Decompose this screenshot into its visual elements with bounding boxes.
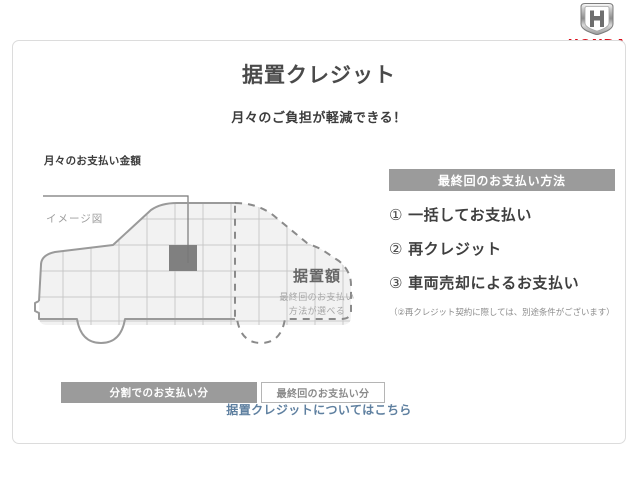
list-item-number: ② xyxy=(389,240,404,258)
final-payment-portion-bar: 最終回のお支払い分 xyxy=(261,382,385,403)
installment-portion-bar: 分割でのお支払い分 xyxy=(61,382,257,403)
list-item: ③ 車両売却によるお支払い xyxy=(389,272,615,293)
final-payment-methods-panel: 最終回のお支払い方法 ① 一括してお支払い ② 再クレジット ③ 車両売却による… xyxy=(389,169,615,318)
honda-h-emblem-icon xyxy=(577,2,617,36)
final-payment-methods-note: （②再クレジット契約に際しては、別途条件がございます） xyxy=(389,308,615,318)
residual-sub-line-1: 最終回のお支払い xyxy=(279,293,355,303)
residual-value-region xyxy=(234,202,352,344)
promo-card: 据置クレジット 月々のご負担が軽減できる！ xyxy=(12,40,626,444)
list-item-label: 車両売却によるお支払い xyxy=(408,274,580,292)
list-item-number: ① xyxy=(389,206,404,224)
page-title: 据置クレジット xyxy=(242,63,396,87)
final-payment-methods-list: ① 一括してお支払い ② 再クレジット ③ 車両売却によるお支払い xyxy=(389,204,615,293)
monthly-payment-cell xyxy=(169,245,197,271)
monthly-payment-callout-label: 月々のお支払い金額 xyxy=(44,155,142,167)
residual-amount-title: 据置額 xyxy=(292,267,341,285)
car-residual-diagram: 月々のお支払い金額 イメージ図 据置額 最終回のお支払い 方法が選べる xyxy=(21,153,391,388)
list-item: ① 一括してお支払い xyxy=(389,204,615,225)
list-item-label: 一括してお支払い xyxy=(408,206,532,224)
list-item: ② 再クレジット xyxy=(389,238,615,259)
residual-amount-subtext: 最終回のお支払い 方法が選べる xyxy=(259,291,375,319)
image-disclaimer-label: イメージ図 xyxy=(46,213,104,225)
page-subtitle: 月々のご負担が軽減できる！ xyxy=(231,111,407,126)
residual-sub-line-2: 方法が選べる xyxy=(288,307,346,317)
list-item-number: ③ xyxy=(389,274,404,292)
payment-split-bars: 分割でのお支払い分 最終回のお支払い分 xyxy=(61,382,401,403)
more-info-link[interactable]: 据置クレジットについてはこちら xyxy=(226,403,412,417)
list-item-label: 再クレジット xyxy=(408,240,502,258)
callout-leader-line xyxy=(43,195,189,263)
final-payment-methods-header: 最終回のお支払い方法 xyxy=(389,169,615,191)
car-diagram-graphic xyxy=(34,195,352,344)
